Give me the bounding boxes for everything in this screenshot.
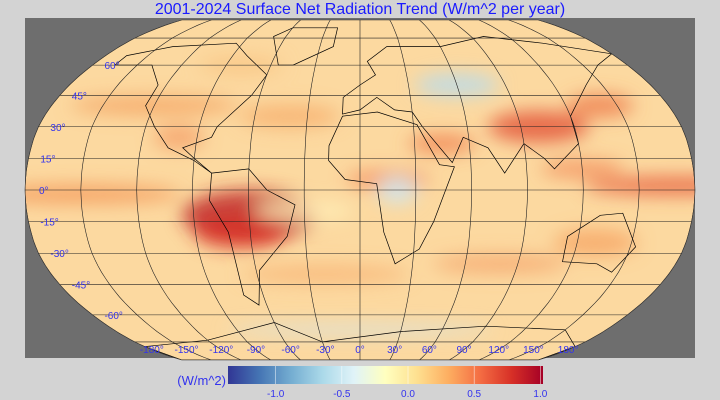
longitude-label: -90° [247,345,265,356]
longitude-label: -60° [281,345,299,356]
trend-anomaly-region [239,104,341,128]
longitude-label: 60° [422,345,437,356]
longitude-label: 150° [523,345,544,356]
continent-australia [562,212,637,273]
latitude-label: -45° [72,281,90,292]
map-outline [24,19,696,361]
longitude-label: 30° [387,345,402,356]
meridian-line [419,20,473,360]
trend-anomaly-region [241,265,410,284]
colorbar-tick-label: -1.0 [267,389,285,400]
meridian-line [247,20,301,360]
longitude-label: -180° [140,345,164,356]
colorbar-tick-label: 1.0 [533,389,548,400]
colorbar-tick-label: 0.5 [467,389,482,400]
meridian-line [192,20,272,360]
trend-anomaly-region [566,94,634,118]
longitude-label: 90° [457,345,472,356]
latitude-label: -60° [104,311,122,322]
trend-anomaly-region [433,254,568,273]
trend-anomaly-region [194,216,289,249]
longitude-label: -30° [316,345,334,356]
latitude-label: 60° [104,61,119,72]
trend-anomaly-region [153,125,205,149]
longitude-label: -120° [209,345,233,356]
latitude-label: 30° [50,123,65,134]
meridian-line [478,20,584,360]
meridian-line [448,20,528,360]
latitude-label: 45° [72,91,87,102]
meridian-line [508,20,640,360]
trend-anomaly-region [553,229,638,257]
meridian-line [389,20,417,360]
colorbar-unit-label: (W/m^2) [177,373,226,388]
latitude-label: 15° [40,154,55,165]
latitude-label: -30° [50,249,68,260]
colorbar-tick-label: -0.5 [333,389,351,400]
continent-africa [328,111,455,265]
colorbar [228,366,543,384]
map-title: 2001-2024 Surface Net Radiation Trend (W… [154,1,566,18]
meridian-line [80,20,212,360]
longitude-label: -150° [175,345,199,356]
meridian-line [136,20,242,360]
colorbar-tick-label: 0.0 [401,389,415,400]
latitude-label: -15° [40,218,58,229]
longitude-label: 180° [558,345,579,356]
trend-anomaly-region [584,176,695,195]
longitude-label: 0° [355,345,365,356]
longitude-label: 120° [488,345,509,356]
latitude-label: 0° [39,186,49,197]
meridian-line [303,20,331,360]
